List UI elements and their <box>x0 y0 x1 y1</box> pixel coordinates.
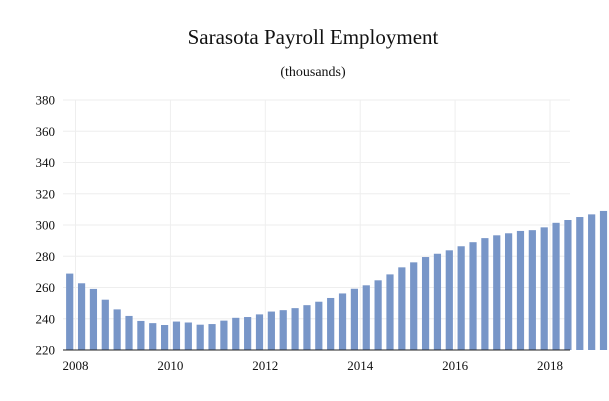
bar <box>576 217 584 350</box>
y-axis: 220 240 260 280 300 320 340 360 380 <box>36 93 56 358</box>
bar <box>540 227 548 350</box>
bar <box>113 309 121 351</box>
bar <box>421 257 430 350</box>
bar <box>66 273 74 350</box>
bar <box>291 308 299 351</box>
bar <box>196 324 204 350</box>
bar <box>445 250 453 350</box>
y-tick-label: 360 <box>36 124 56 139</box>
bar <box>528 230 536 350</box>
y-tick-label: 220 <box>36 343 56 358</box>
x-tick-label: 2018 <box>537 358 563 373</box>
y-tick-label: 260 <box>36 280 56 295</box>
chart-subtitle: (thousands) <box>280 65 346 80</box>
bar <box>588 214 596 350</box>
bar-series <box>66 210 608 351</box>
bar <box>149 323 157 351</box>
bar <box>457 246 465 350</box>
bar <box>398 267 406 350</box>
bar <box>267 311 275 350</box>
bar <box>350 288 358 350</box>
bar <box>208 324 216 350</box>
bar <box>505 233 513 350</box>
bar <box>599 210 608 350</box>
bar <box>362 285 370 350</box>
bar <box>481 238 489 350</box>
bar <box>137 320 145 350</box>
y-tick-label: 280 <box>36 249 56 264</box>
bar <box>125 315 133 350</box>
x-tick-label: 2016 <box>442 358 469 373</box>
bar <box>315 301 323 350</box>
bar <box>374 280 382 350</box>
bar <box>244 317 252 350</box>
bar <box>172 321 181 350</box>
y-tick-label: 300 <box>36 218 56 233</box>
x-axis: 2008201020122014201620182020202220242026… <box>63 358 564 373</box>
bar <box>220 320 228 351</box>
bar <box>564 220 572 350</box>
bar <box>327 297 335 350</box>
bar <box>516 230 525 350</box>
y-tick-label: 240 <box>36 311 56 326</box>
x-tick-label: 2012 <box>252 358 278 373</box>
grid <box>63 99 570 350</box>
bar <box>77 283 86 350</box>
bar <box>433 253 442 350</box>
y-tick-label: 340 <box>36 155 56 170</box>
x-tick-label: 2014 <box>347 358 374 373</box>
bar <box>161 325 169 350</box>
bar <box>338 293 347 350</box>
y-tick-label: 380 <box>36 93 56 108</box>
bar <box>386 274 394 351</box>
bar <box>184 322 192 350</box>
bar <box>232 317 240 350</box>
bar <box>303 305 311 350</box>
bar <box>89 288 98 350</box>
x-tick-label: 2010 <box>157 358 183 373</box>
bar <box>410 262 418 350</box>
y-tick-label: 320 <box>36 186 56 201</box>
bar <box>493 235 501 350</box>
x-tick-label: 2008 <box>63 358 89 373</box>
bar <box>469 242 477 350</box>
bar <box>101 299 109 350</box>
bar <box>552 222 560 350</box>
bar <box>279 310 287 350</box>
chart-title: Sarasota Payroll Employment <box>188 25 439 49</box>
bar <box>255 314 264 351</box>
